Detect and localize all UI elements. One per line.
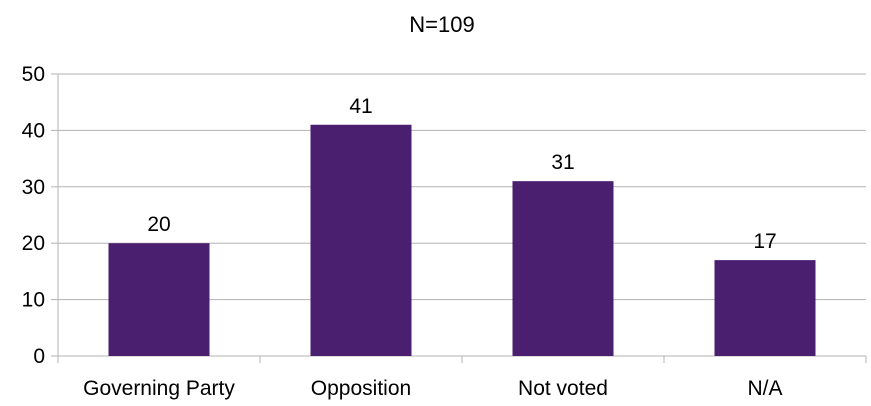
- x-axis-ticks: Governing Party Opposition Not voted N/A: [83, 377, 782, 400]
- x-tick-label: Opposition: [311, 377, 411, 400]
- y-tick-label: 40: [22, 119, 45, 142]
- y-tick-label: 30: [22, 176, 45, 199]
- bar: [714, 260, 816, 356]
- data-labels: 20 41 31 17: [147, 95, 776, 253]
- chart-title: N=109: [409, 12, 474, 37]
- bar: [512, 181, 614, 356]
- bar: [310, 124, 412, 356]
- data-label: 31: [551, 151, 574, 174]
- x-tick-label: N/A: [747, 377, 782, 400]
- y-tick-label: 0: [33, 345, 45, 368]
- data-label: 20: [147, 213, 170, 236]
- bars: [108, 124, 816, 356]
- x-tick-label: Not voted: [518, 377, 608, 400]
- y-axis-ticks: 0 10 20 30 40 50: [22, 63, 45, 368]
- y-tick-label: 20: [22, 232, 45, 255]
- x-tick-label: Governing Party: [83, 377, 235, 400]
- y-tick-label: 10: [22, 289, 45, 312]
- bar: [108, 243, 210, 356]
- data-label: 41: [349, 95, 372, 118]
- data-label: 17: [753, 230, 776, 253]
- y-tick-label: 50: [22, 63, 45, 86]
